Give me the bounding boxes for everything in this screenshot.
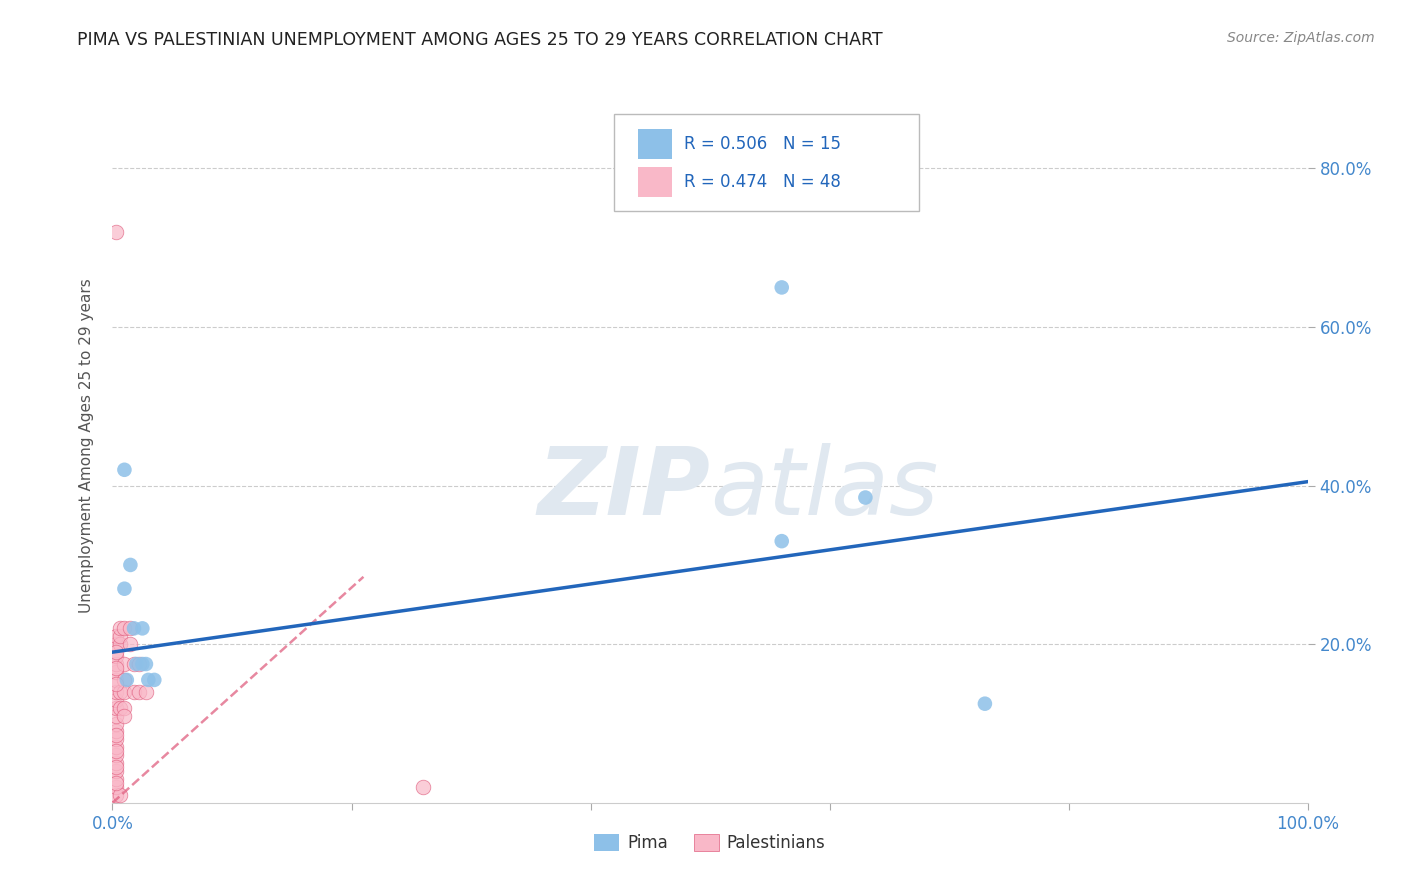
Y-axis label: Unemployment Among Ages 25 to 29 years: Unemployment Among Ages 25 to 29 years	[79, 278, 94, 614]
Point	[108, 637, 131, 651]
Point	[105, 665, 128, 679]
Point	[105, 716, 128, 731]
Point	[105, 776, 128, 790]
Point	[770, 534, 793, 549]
Point	[105, 673, 128, 687]
Point	[122, 685, 145, 699]
Text: R = 0.506   N = 15: R = 0.506 N = 15	[683, 136, 841, 153]
Point	[120, 621, 142, 635]
Point	[108, 621, 131, 635]
Point	[135, 685, 157, 699]
Point	[105, 225, 128, 239]
Point	[120, 637, 142, 651]
Text: atlas: atlas	[710, 443, 938, 534]
Point	[105, 657, 128, 671]
Point	[122, 621, 145, 635]
Point	[114, 657, 135, 671]
Point	[105, 708, 128, 723]
Point	[105, 692, 128, 706]
Point	[120, 558, 142, 572]
Point	[974, 697, 997, 711]
Point	[114, 463, 135, 477]
Point	[105, 748, 128, 763]
Bar	[638, 129, 672, 159]
Point	[105, 780, 128, 794]
Point	[105, 677, 128, 691]
Point	[412, 780, 434, 794]
Point	[105, 649, 128, 664]
Point	[105, 645, 128, 659]
Point	[105, 740, 128, 755]
Text: PIMA VS PALESTINIAN UNEMPLOYMENT AMONG AGES 25 TO 29 YEARS CORRELATION CHART: PIMA VS PALESTINIAN UNEMPLOYMENT AMONG A…	[77, 31, 883, 49]
Point	[128, 685, 150, 699]
Point	[105, 661, 128, 675]
Point	[131, 621, 153, 635]
Point	[105, 732, 128, 747]
Point	[114, 685, 135, 699]
Point	[125, 657, 148, 671]
Point	[105, 744, 128, 758]
FancyBboxPatch shape	[614, 114, 920, 211]
Point	[108, 629, 131, 643]
Point	[105, 764, 128, 778]
Point	[108, 788, 131, 802]
Point	[108, 700, 131, 714]
Point	[131, 657, 153, 671]
Point	[105, 724, 128, 739]
Text: ZIP: ZIP	[537, 442, 710, 535]
Point	[128, 657, 150, 671]
Point	[108, 685, 131, 699]
Text: Source: ZipAtlas.com: Source: ZipAtlas.com	[1227, 31, 1375, 45]
Point	[105, 637, 128, 651]
Point	[143, 673, 166, 687]
Point	[105, 772, 128, 786]
Point	[122, 657, 145, 671]
Point	[105, 728, 128, 742]
Point	[105, 788, 128, 802]
Point	[114, 673, 135, 687]
Point	[115, 673, 138, 687]
Point	[114, 582, 135, 596]
Point	[114, 708, 135, 723]
Point	[105, 700, 128, 714]
Bar	[638, 167, 672, 197]
Point	[105, 629, 128, 643]
Text: R = 0.474   N = 48: R = 0.474 N = 48	[683, 173, 841, 191]
Point	[114, 621, 135, 635]
Point	[114, 700, 135, 714]
Point	[855, 491, 877, 505]
Point	[138, 673, 160, 687]
Point	[105, 756, 128, 771]
Point	[105, 760, 128, 774]
Point	[770, 280, 793, 294]
Point	[105, 685, 128, 699]
Legend: Pima, Palestinians: Pima, Palestinians	[588, 827, 832, 859]
Point	[135, 657, 157, 671]
